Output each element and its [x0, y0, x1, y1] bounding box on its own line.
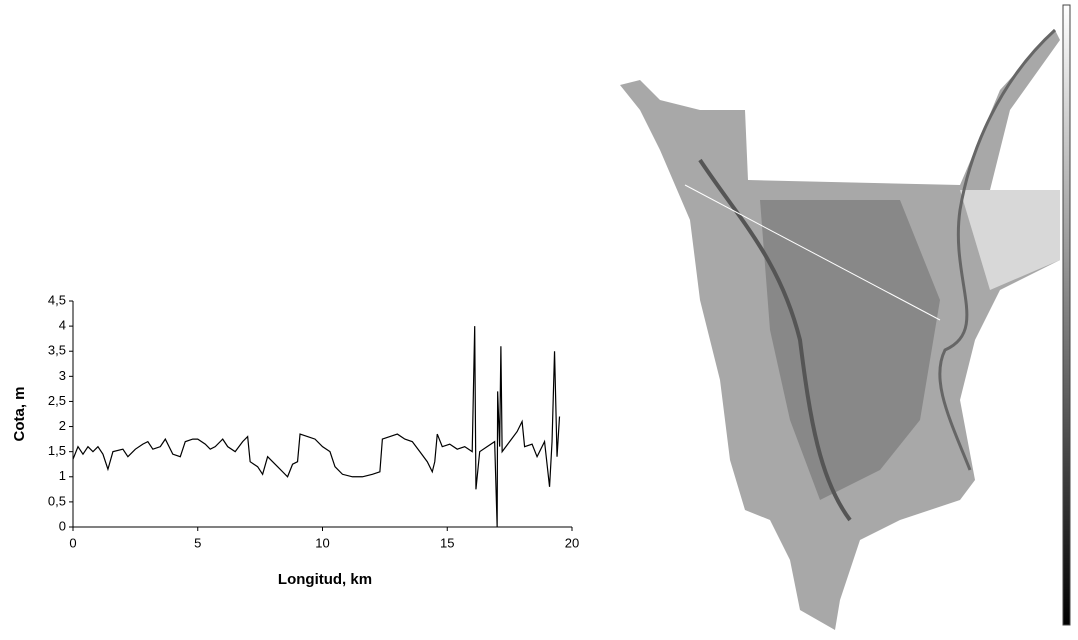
- x-tick-label: 0: [69, 535, 76, 550]
- x-tick-label: 15: [440, 535, 454, 550]
- x-axis-title: Longitud, km: [278, 571, 372, 588]
- scale-bar: [1062, 4, 1071, 626]
- y-tick-label: 4: [59, 318, 66, 333]
- y-tick-label: 4,5: [48, 292, 66, 307]
- map-dark-region: [760, 200, 940, 500]
- y-tick-label: 3: [59, 368, 66, 383]
- x-tick-label: 5: [194, 535, 201, 550]
- y-axis-title: Cota, m: [11, 386, 28, 441]
- y-tick-label: 1: [59, 468, 66, 483]
- map-image: [620, 4, 1071, 630]
- river: [938, 28, 1057, 471]
- y-tick-label: 0,5: [48, 493, 66, 508]
- y-tick-label: 2: [59, 418, 66, 433]
- profile-line: [684, 184, 941, 321]
- x-tick-label: 10: [315, 535, 329, 550]
- y-tick-label: 0: [59, 518, 66, 533]
- x-tick-label: 20: [565, 535, 579, 550]
- map-light-region: [960, 190, 1060, 290]
- y-tick-label: 2,5: [48, 393, 66, 408]
- y-tick-label: 1,5: [48, 443, 66, 458]
- y-tick-label: 3,5: [48, 343, 66, 358]
- chart: Longitud, km Cota, m 0 0,5 1 1,5 2 2,5 3 3,5 4 4,…: [11, 292, 579, 588]
- river: [698, 158, 852, 522]
- data-line: [72, 326, 561, 528]
